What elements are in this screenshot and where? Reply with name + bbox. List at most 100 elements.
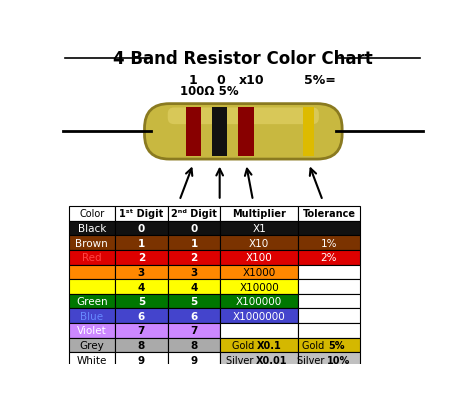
Bar bbox=[69, 207, 115, 221]
Bar bbox=[69, 323, 115, 338]
Bar bbox=[115, 338, 168, 353]
Text: X100: X100 bbox=[246, 253, 273, 263]
Text: 2ⁿᵈ Digit: 2ⁿᵈ Digit bbox=[171, 209, 217, 219]
FancyBboxPatch shape bbox=[145, 104, 342, 160]
Text: X1000: X1000 bbox=[243, 267, 276, 277]
Text: 1: 1 bbox=[191, 238, 198, 248]
Text: X100000: X100000 bbox=[236, 297, 283, 306]
Text: 10%: 10% bbox=[327, 355, 350, 365]
Text: 5%=: 5%= bbox=[304, 73, 336, 86]
Bar bbox=[220, 250, 298, 265]
Text: Blue: Blue bbox=[80, 311, 103, 321]
Text: 5: 5 bbox=[191, 297, 198, 306]
Bar bbox=[69, 294, 115, 309]
Text: Silver: Silver bbox=[297, 355, 327, 365]
Bar bbox=[115, 294, 168, 309]
Bar bbox=[115, 250, 168, 265]
Text: 8: 8 bbox=[138, 340, 145, 350]
Bar bbox=[115, 207, 168, 221]
Bar bbox=[168, 250, 220, 265]
Bar bbox=[220, 309, 298, 323]
Text: 6: 6 bbox=[191, 311, 198, 321]
Bar bbox=[220, 353, 298, 367]
Bar bbox=[220, 279, 298, 294]
Bar bbox=[168, 279, 220, 294]
Bar bbox=[69, 279, 115, 294]
Text: 1: 1 bbox=[188, 73, 197, 86]
Bar bbox=[69, 250, 115, 265]
Bar bbox=[220, 236, 298, 250]
Bar bbox=[168, 353, 220, 367]
Text: White: White bbox=[77, 355, 107, 365]
Text: 2: 2 bbox=[191, 253, 198, 263]
Bar bbox=[115, 279, 168, 294]
Bar bbox=[298, 250, 360, 265]
Bar bbox=[298, 265, 360, 279]
Bar bbox=[220, 294, 298, 309]
Text: 1%: 1% bbox=[321, 238, 337, 248]
Bar bbox=[220, 265, 298, 279]
Text: Brown: Brown bbox=[75, 238, 108, 248]
Text: 3: 3 bbox=[138, 267, 145, 277]
Text: Green: Green bbox=[76, 297, 108, 306]
Text: Gold: Gold bbox=[302, 340, 328, 350]
Bar bbox=[298, 207, 360, 221]
Bar bbox=[298, 294, 360, 309]
Bar bbox=[168, 236, 220, 250]
Bar bbox=[220, 221, 298, 236]
Bar bbox=[220, 207, 298, 221]
Bar bbox=[69, 265, 115, 279]
Text: 4: 4 bbox=[191, 282, 198, 292]
Bar bbox=[168, 323, 220, 338]
Text: X0.01: X0.01 bbox=[256, 355, 288, 365]
Bar bbox=[115, 309, 168, 323]
Bar bbox=[303, 108, 314, 157]
Text: Color: Color bbox=[79, 209, 104, 219]
Bar bbox=[220, 323, 298, 338]
Bar bbox=[212, 108, 228, 157]
Bar bbox=[168, 309, 220, 323]
Text: Tolerance: Tolerance bbox=[302, 209, 356, 219]
Text: 1: 1 bbox=[138, 238, 145, 248]
Bar bbox=[298, 309, 360, 323]
Text: 0: 0 bbox=[138, 223, 145, 234]
Bar bbox=[115, 236, 168, 250]
Bar bbox=[115, 221, 168, 236]
Text: 7: 7 bbox=[191, 326, 198, 335]
Text: 100Ω 5%: 100Ω 5% bbox=[180, 85, 238, 98]
Text: 9: 9 bbox=[138, 355, 145, 365]
Text: 3: 3 bbox=[191, 267, 198, 277]
Bar bbox=[298, 236, 360, 250]
Text: Gold: Gold bbox=[231, 340, 257, 350]
Bar bbox=[168, 294, 220, 309]
Bar bbox=[298, 279, 360, 294]
Text: 5: 5 bbox=[138, 297, 145, 306]
Text: Red: Red bbox=[82, 253, 101, 263]
Text: Grey: Grey bbox=[80, 340, 104, 350]
Text: X0.1: X0.1 bbox=[257, 340, 282, 350]
Text: Orange: Orange bbox=[73, 267, 111, 277]
Text: Black: Black bbox=[78, 223, 106, 234]
Bar bbox=[168, 265, 220, 279]
Bar bbox=[115, 323, 168, 338]
FancyBboxPatch shape bbox=[168, 108, 319, 125]
Text: 6: 6 bbox=[138, 311, 145, 321]
Bar bbox=[298, 323, 360, 338]
Text: Silver: Silver bbox=[226, 355, 256, 365]
Text: X1: X1 bbox=[252, 223, 266, 234]
Text: 0: 0 bbox=[191, 223, 198, 234]
Bar bbox=[298, 221, 360, 236]
Text: 2%: 2% bbox=[321, 253, 337, 263]
Text: 1ˢᵗ Digit: 1ˢᵗ Digit bbox=[119, 209, 164, 219]
Bar bbox=[69, 338, 115, 353]
Bar bbox=[115, 353, 168, 367]
Text: Yellow: Yellow bbox=[76, 282, 108, 292]
Bar bbox=[238, 108, 254, 157]
Bar bbox=[220, 338, 298, 353]
Text: X10: X10 bbox=[249, 238, 269, 248]
Bar bbox=[168, 338, 220, 353]
Bar bbox=[69, 353, 115, 367]
Bar bbox=[69, 221, 115, 236]
Bar bbox=[115, 265, 168, 279]
Text: 4 Band Resistor Color Chart: 4 Band Resistor Color Chart bbox=[113, 50, 373, 68]
